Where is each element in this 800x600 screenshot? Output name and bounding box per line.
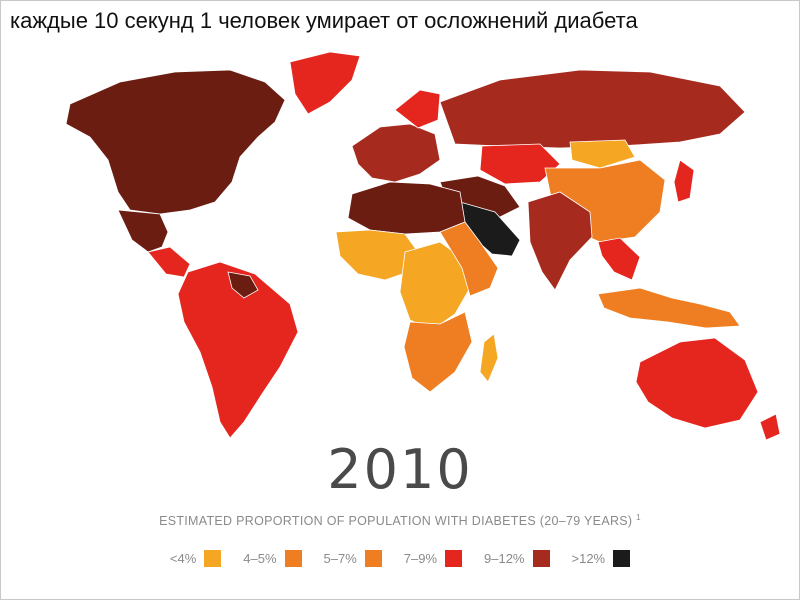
region-central-america bbox=[147, 246, 191, 278]
legend-swatch bbox=[364, 550, 382, 567]
legend-item-over-12: >12% bbox=[572, 550, 631, 567]
region-south-america bbox=[177, 261, 299, 439]
region-australia bbox=[635, 337, 759, 429]
region-central-africa bbox=[399, 241, 471, 331]
region-mongolia bbox=[569, 139, 636, 169]
region-east-africa bbox=[439, 221, 499, 297]
map-legend: <4% 4–5% 5–7% 7–9% 9–12% >12% bbox=[0, 550, 800, 567]
region-europe-north bbox=[394, 89, 441, 129]
legend-swatch bbox=[204, 550, 222, 567]
slide-caption: каждые 10 секунд 1 человек умирает от ос… bbox=[10, 8, 638, 33]
legend-swatch bbox=[532, 550, 550, 567]
region-mexico bbox=[117, 209, 169, 253]
region-central-asia bbox=[479, 143, 561, 185]
legend-item-9-12: 9–12% bbox=[484, 550, 550, 567]
legend-swatch bbox=[613, 550, 631, 567]
region-madagascar bbox=[479, 333, 499, 383]
legend-label: 9–12% bbox=[484, 551, 525, 566]
region-europe-west bbox=[351, 123, 441, 183]
legend-item-under-4: <4% bbox=[169, 550, 222, 567]
map-subtitle: ESTIMATED PROPORTION OF POPULATION WITH … bbox=[0, 513, 800, 528]
year-label: 2010 bbox=[327, 438, 473, 501]
region-japan bbox=[673, 159, 695, 203]
legend-item-4-5: 4–5% bbox=[243, 550, 302, 567]
legend-label: >12% bbox=[571, 551, 606, 566]
legend-swatch bbox=[445, 550, 463, 567]
world-map bbox=[65, 51, 781, 440]
legend-label: <4% bbox=[169, 551, 197, 566]
legend-label: 4–5% bbox=[243, 551, 277, 566]
legend-item-5-7: 5–7% bbox=[324, 550, 382, 567]
legend-item-7-9: 7–9% bbox=[403, 550, 463, 567]
legend-swatch bbox=[284, 550, 302, 567]
subtitle-text: ESTIMATED PROPORTION OF POPULATION WITH … bbox=[159, 514, 633, 529]
subtitle-footnote-marker: 1 bbox=[636, 513, 641, 522]
region-russia bbox=[439, 69, 746, 149]
region-india bbox=[527, 191, 593, 291]
legend-label: 7–9% bbox=[403, 551, 438, 566]
legend-label: 5–7% bbox=[323, 551, 357, 566]
region-new-zealand bbox=[759, 413, 781, 440]
region-southeast-asia bbox=[597, 237, 641, 281]
region-indonesia bbox=[597, 287, 741, 329]
region-north-america bbox=[65, 69, 286, 215]
region-guiana bbox=[227, 271, 259, 299]
region-north-africa bbox=[347, 181, 466, 235]
region-southern-africa bbox=[403, 311, 473, 393]
region-greenland bbox=[289, 51, 361, 115]
